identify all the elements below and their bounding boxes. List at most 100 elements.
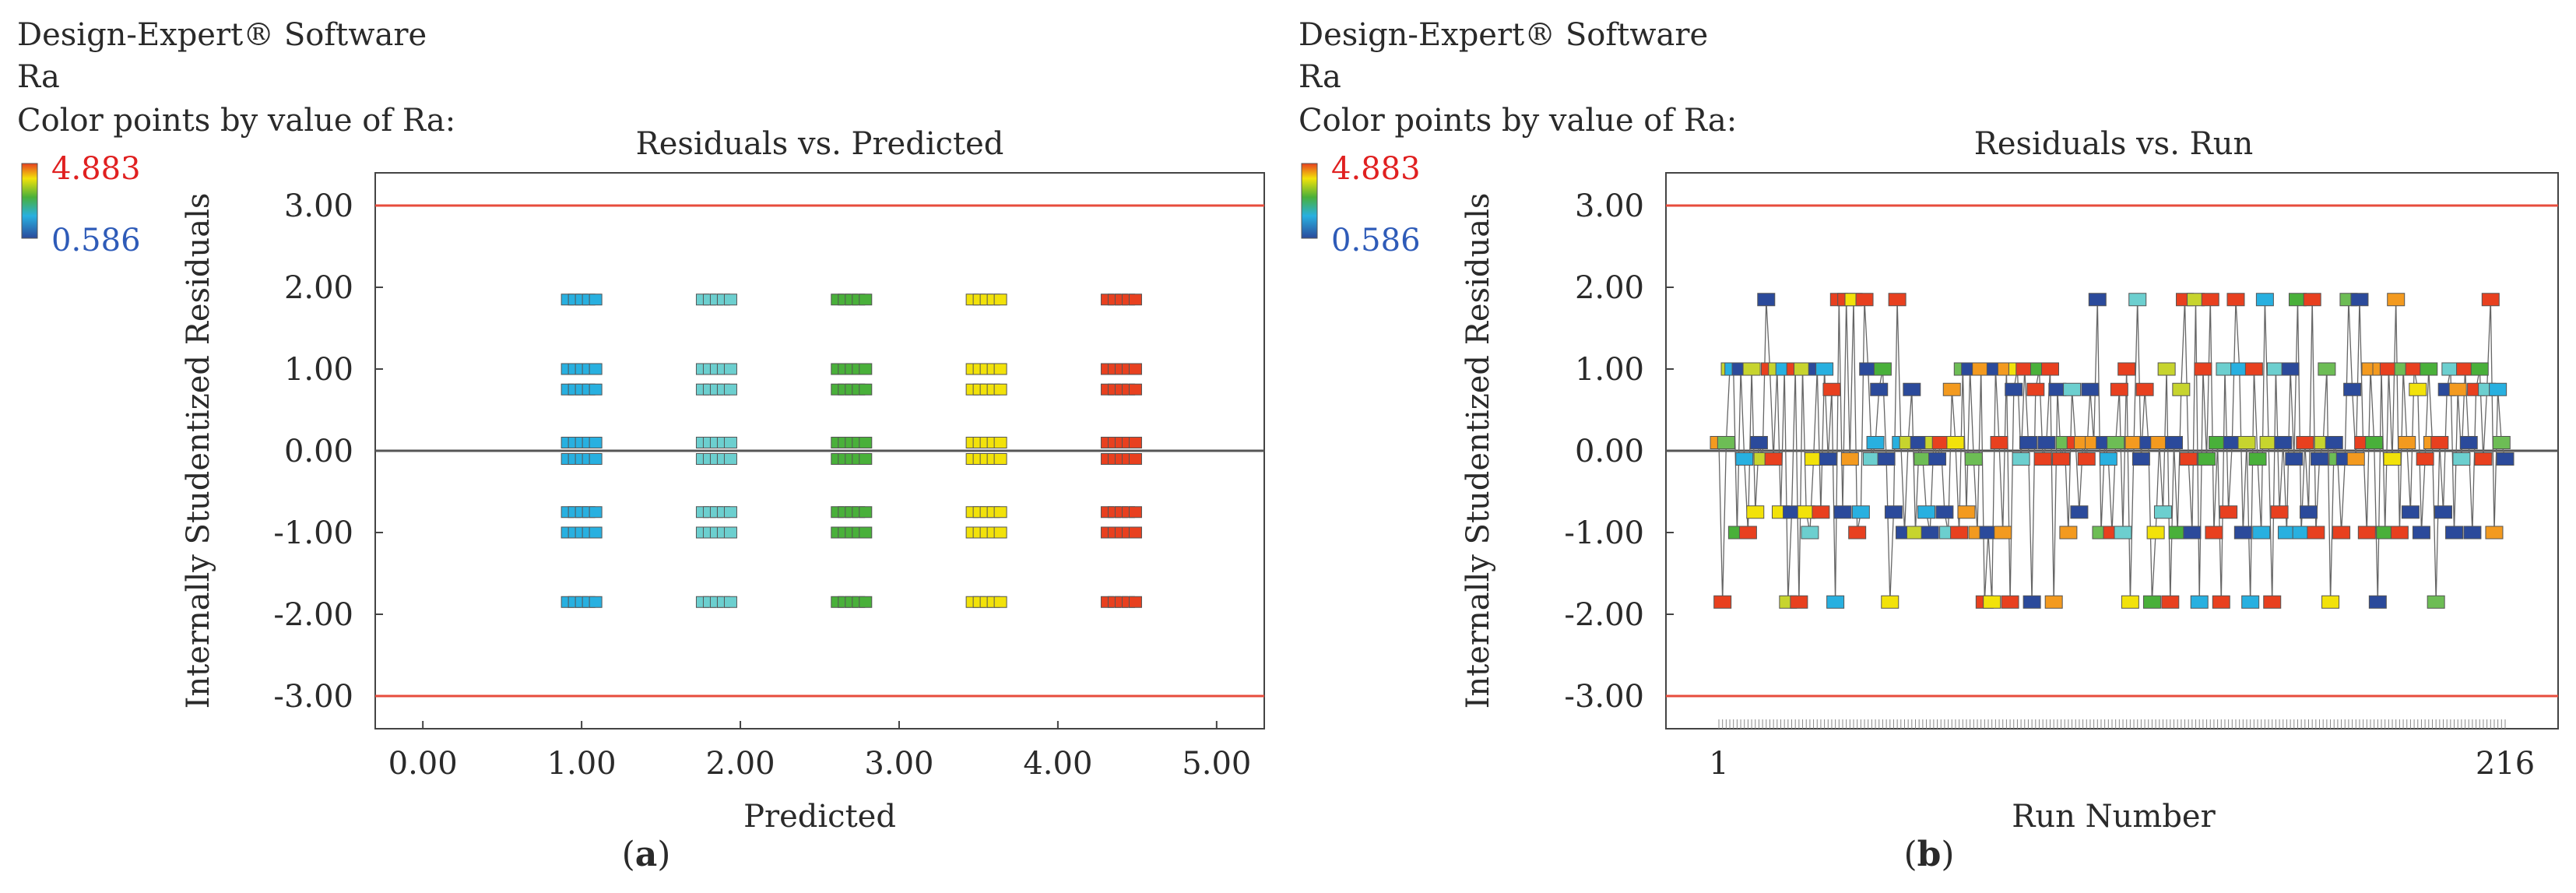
- data-point-a: [723, 453, 737, 465]
- data-point-b: [2398, 436, 2416, 449]
- x-tick-label-a: 5.00: [1182, 746, 1251, 782]
- data-point-b: [2496, 452, 2514, 466]
- data-point-b: [1983, 595, 2001, 609]
- data-point-b: [2077, 452, 2096, 466]
- data-point-b: [1812, 505, 1830, 519]
- data-point-b: [2300, 505, 2318, 519]
- x-axis-label-b: Run Number: [2012, 799, 2216, 835]
- header-response-b: Ra: [1299, 59, 1341, 95]
- data-point-b: [1870, 382, 1889, 396]
- data-point-b: [2005, 382, 2023, 396]
- data-point-b: [2481, 293, 2500, 307]
- data-point-b: [2241, 595, 2260, 609]
- data-point-b: [2255, 293, 2274, 307]
- y-tick-label-b: -1.00: [1564, 515, 1644, 551]
- data-point-b: [2492, 436, 2511, 449]
- data-point-b: [1851, 505, 1870, 519]
- data-point-b: [2117, 362, 2136, 376]
- data-point-a: [993, 453, 1007, 465]
- data-point-b: [2146, 526, 2165, 540]
- data-point-b: [2172, 382, 2191, 396]
- data-point-b: [2244, 362, 2263, 376]
- data-point-b: [2226, 293, 2245, 307]
- data-point-b: [2019, 436, 2037, 449]
- data-point-b: [1735, 452, 1754, 466]
- data-point-a: [993, 526, 1007, 539]
- data-point-b: [1990, 436, 2008, 449]
- data-point-a: [589, 453, 603, 465]
- data-point-b: [2346, 452, 2365, 466]
- data-point-b: [1946, 436, 1965, 449]
- data-point-b: [2161, 595, 2180, 609]
- data-point-b: [2387, 293, 2406, 307]
- data-point-b: [2489, 382, 2507, 396]
- y-tick-label-b: -3.00: [1564, 679, 1644, 715]
- data-point-a: [589, 506, 603, 519]
- y-tick-label-b: 3.00: [1575, 188, 1644, 224]
- data-point-b: [2128, 293, 2147, 307]
- data-point-b: [1713, 595, 1732, 609]
- data-point-b: [2201, 293, 2219, 307]
- data-point-b: [2205, 526, 2223, 540]
- y-axis-label-b: Internally Studentized Residuals: [1460, 193, 1496, 709]
- y-tick-label-a: 2.00: [284, 270, 353, 306]
- data-point-a: [723, 437, 737, 448]
- data-point-a: [1128, 383, 1142, 396]
- data-point-b: [2190, 595, 2209, 609]
- data-point-b: [2183, 526, 2202, 540]
- data-point-b: [2001, 595, 2019, 609]
- data-point-b: [2325, 436, 2343, 449]
- data-point-a: [723, 506, 737, 519]
- data-point-a: [859, 294, 873, 306]
- data-point-b: [2332, 526, 2351, 540]
- data-point-a: [1128, 363, 1142, 375]
- x-tick-label-b: 1: [1709, 746, 1728, 782]
- data-point-a: [859, 437, 873, 448]
- data-point-b: [2452, 452, 2471, 466]
- header-software-a: Design-Expert® Software: [17, 17, 427, 53]
- header-response-a: Ra: [17, 59, 60, 95]
- data-point-b: [2296, 436, 2314, 449]
- caption-a-open: (: [622, 835, 635, 874]
- data-point-b: [1935, 505, 1954, 519]
- data-point-b: [2427, 595, 2445, 609]
- data-point-b: [2012, 452, 2030, 466]
- y-tick-label-b: 1.00: [1575, 352, 1644, 388]
- data-point-b: [2412, 526, 2430, 540]
- data-point-b: [2416, 452, 2434, 466]
- data-point-a: [859, 506, 873, 519]
- data-point-a: [589, 294, 603, 306]
- data-point-b: [2164, 436, 2183, 449]
- data-point-b: [2474, 452, 2493, 466]
- plot-area-a: 3.00 2.00 1.00 0.00 -1.00 -2.00 -3.00 0.00 1.00 2…: [273, 188, 1264, 782]
- data-point-a: [1128, 506, 1142, 519]
- color-legend-bar-a: [21, 163, 38, 239]
- x-axis-label-a: Predicted: [743, 799, 896, 835]
- header-software-b: Design-Expert® Software: [1299, 17, 1708, 53]
- data-point-b: [2274, 436, 2293, 449]
- data-point-b: [2194, 362, 2212, 376]
- header-color-label-a: Color points by value of Ra:: [17, 103, 455, 139]
- data-point-b: [1903, 382, 1921, 396]
- caption-b-open: (: [1903, 835, 1917, 874]
- y-tick-label-a: 1.00: [284, 352, 353, 388]
- data-point-b: [1790, 595, 1808, 609]
- data-point-b: [1717, 436, 1735, 449]
- data-point-b: [1877, 452, 1896, 466]
- data-point-b: [1917, 505, 1936, 519]
- data-point-b: [2263, 595, 2282, 609]
- data-point-a: [723, 526, 737, 539]
- data-point-b: [2434, 505, 2453, 519]
- data-point-b: [1822, 382, 1841, 396]
- x-tick-label-a: 2.00: [706, 746, 775, 782]
- data-point-b: [2281, 362, 2300, 376]
- data-point-a: [589, 383, 603, 396]
- data-point-b: [2037, 436, 2056, 449]
- data-point-b: [2445, 526, 2464, 540]
- data-point-b: [2233, 526, 2252, 540]
- data-point-b: [2153, 505, 2172, 519]
- data-point-b: [1942, 382, 1961, 396]
- data-point-a: [1128, 437, 1142, 448]
- data-point-b: [2114, 526, 2132, 540]
